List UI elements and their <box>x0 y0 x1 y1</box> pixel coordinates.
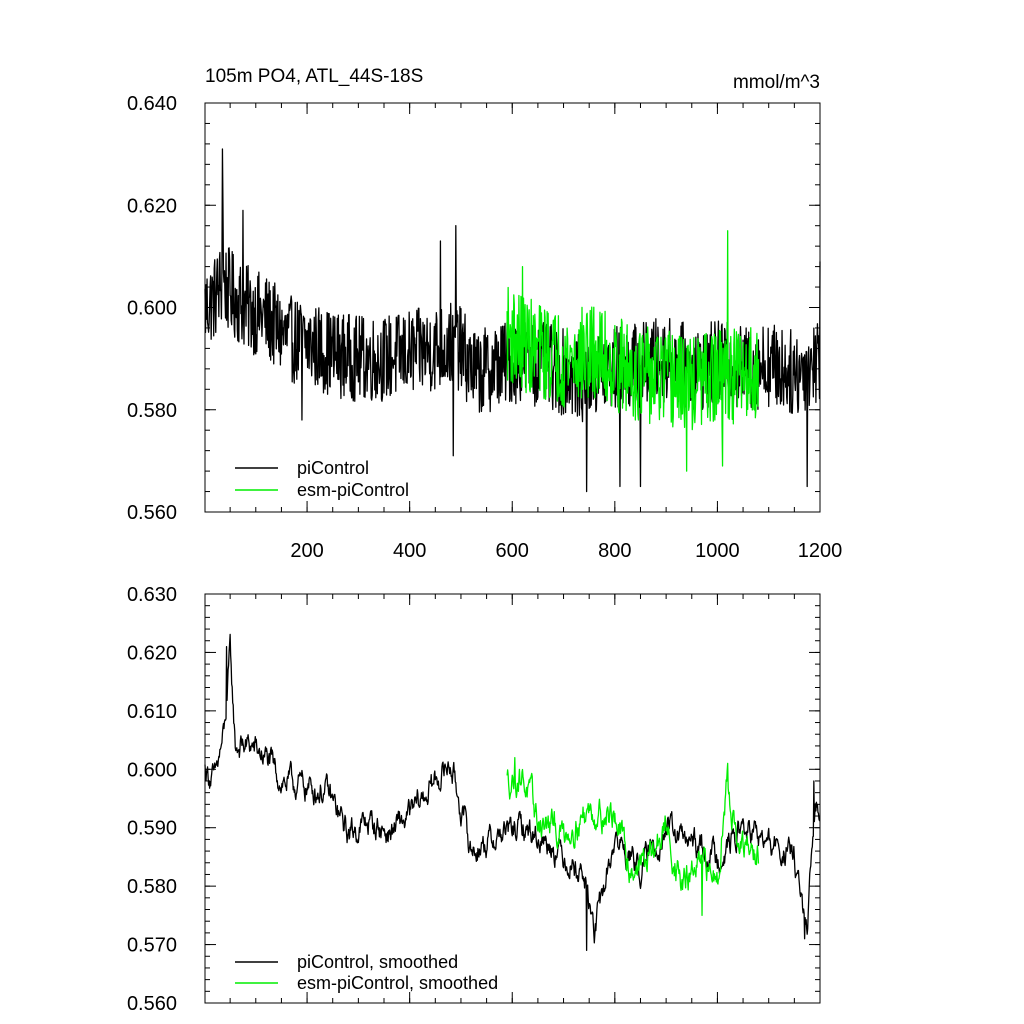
panel-bottom-smoothed: 0.560 0.570 0.580 0.590 0.600 0.610 0.620 0.630… <box>127 584 821 1015</box>
y-tick-label: 0.610 <box>127 701 177 723</box>
y-tick-label: 0.560 <box>127 502 177 524</box>
y-tick-label: 0.620 <box>127 195 177 217</box>
x-tick-label: 1200 <box>798 540 843 562</box>
legend-label-esm-picontrol: esm-piControl <box>297 480 409 500</box>
y-tick-label: 0.600 <box>127 298 177 320</box>
x-tick-label: 200 <box>290 540 323 562</box>
y-tick-label: 0.560 <box>127 993 177 1015</box>
x-tick-label: 800 <box>598 540 631 562</box>
panel-top-timeseries: 105m PO4, ATL_44S-18S mmol/m^3 0.560 0.58… <box>127 66 842 562</box>
legend-label-picontrol-smoothed: piControl, smoothed <box>297 952 458 972</box>
series-group-top <box>204 148 821 493</box>
plot-frame-bottom <box>204 593 821 1004</box>
legend-bottom: piControl, smoothed esm-piControl, smoot… <box>235 952 498 993</box>
y-tick-label: 0.630 <box>127 584 177 606</box>
y-tick-label: 0.570 <box>127 935 177 957</box>
x-tick-label: 400 <box>393 540 426 562</box>
y-tick-label: 0.580 <box>127 876 177 898</box>
x-tick-label: 1000 <box>695 540 740 562</box>
legend-label-picontrol: piControl <box>297 458 369 478</box>
legend-top: piControl esm-piControl <box>235 458 409 500</box>
y-tick-label: 0.640 <box>127 93 177 115</box>
ticks-top: 0.560 0.580 0.600 0.620 0.640 200 400 600 800 100… <box>127 93 842 562</box>
ticks-bottom: 0.560 0.570 0.580 0.590 0.600 0.610 0.620 0.630 <box>127 584 821 1015</box>
series-line-esm-picontrol <box>506 230 760 472</box>
series-group-bottom <box>204 633 821 952</box>
legend-label-esm-picontrol-smoothed: esm-piControl, smoothed <box>297 973 498 993</box>
y-tick-label: 0.600 <box>127 759 177 781</box>
x-tick-label: 600 <box>496 540 529 562</box>
y-tick-label: 0.580 <box>127 400 177 422</box>
series-line-esm-picontrol-smoothed <box>506 756 760 917</box>
y-tick-label: 0.620 <box>127 642 177 664</box>
chart-title: 105m PO4, ATL_44S-18S <box>205 66 423 87</box>
y-tick-label: 0.590 <box>127 818 177 840</box>
units-label: mmol/m^3 <box>733 72 820 93</box>
series-line-picontrol-smoothed <box>204 633 821 952</box>
